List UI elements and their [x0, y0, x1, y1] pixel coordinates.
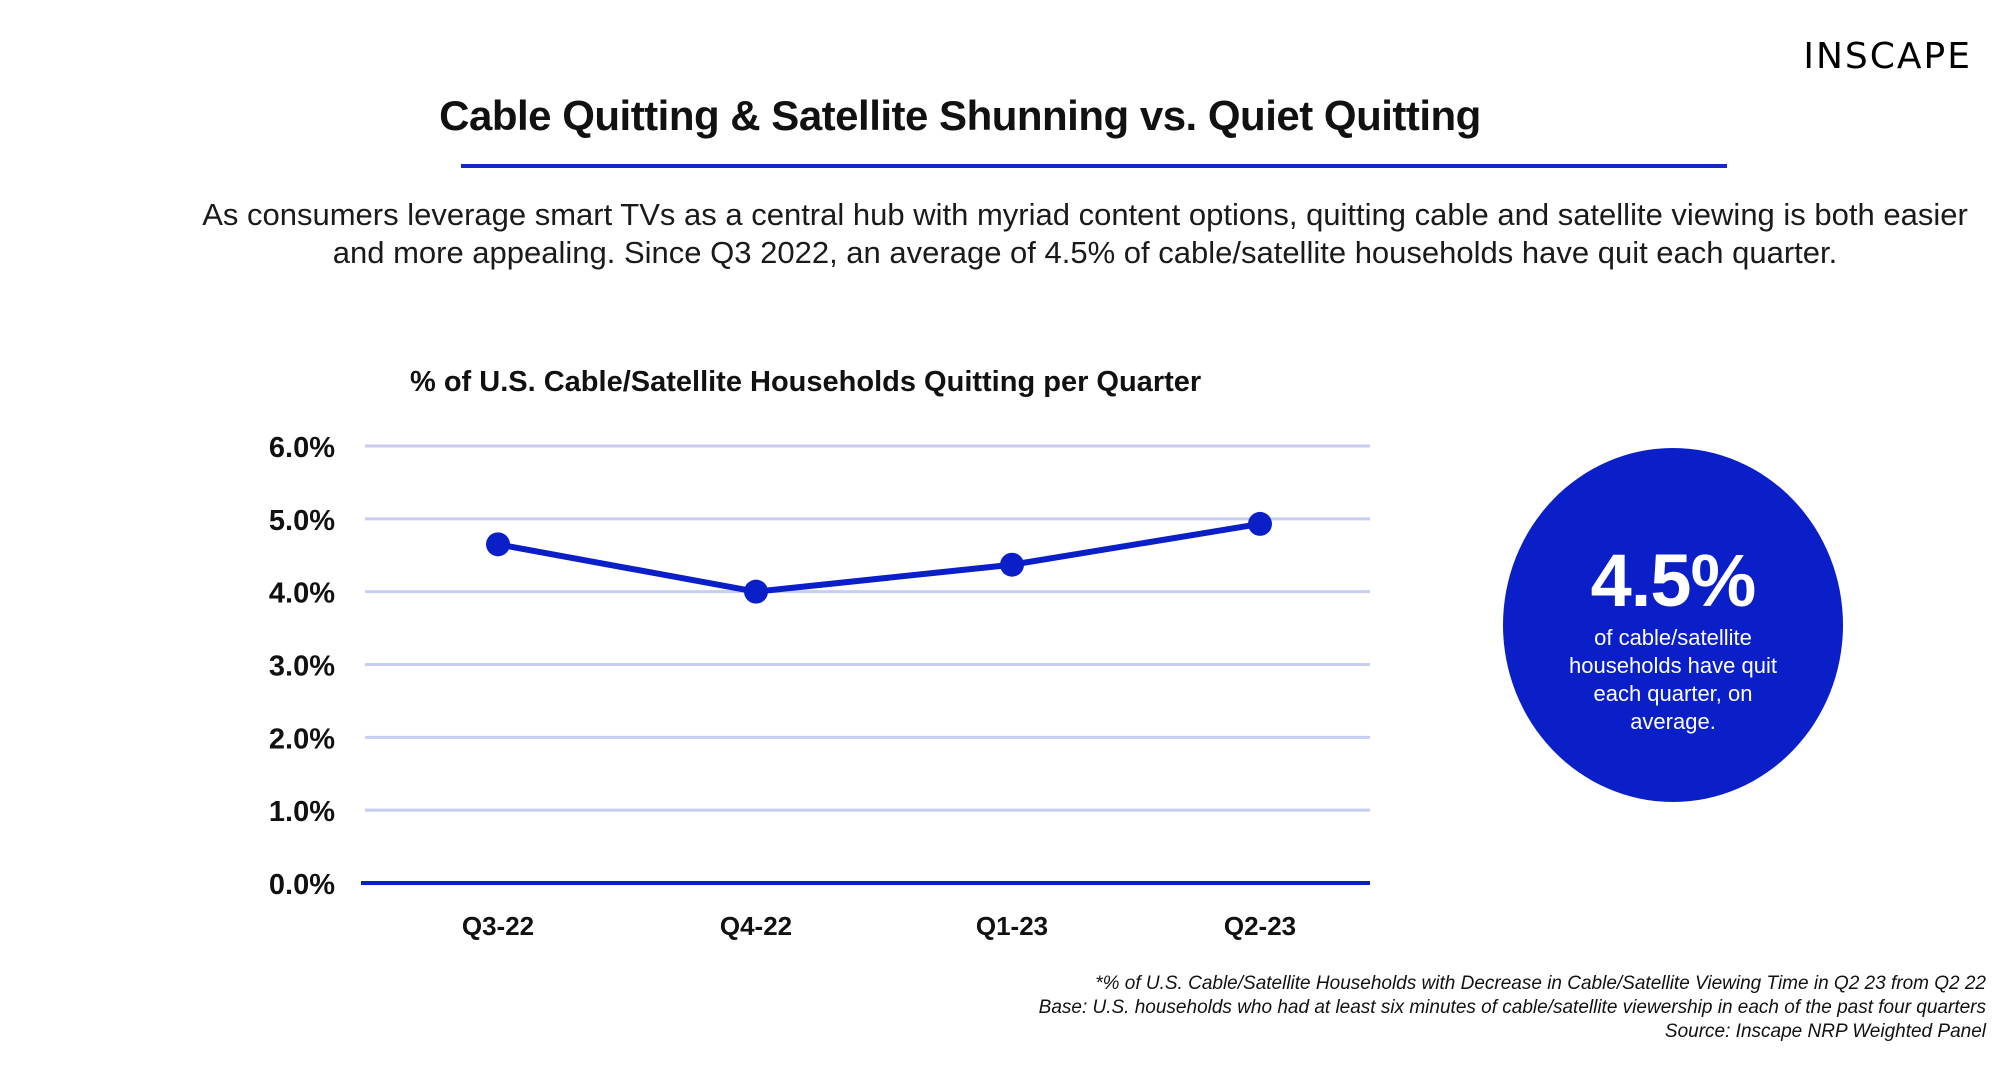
y-tick-label: 1.0% [269, 796, 335, 828]
page-title: Cable Quitting & Satellite Shunning vs. … [439, 92, 1481, 139]
series-line [497, 520, 1261, 595]
y-tick-label: 0.0% [269, 869, 335, 901]
x-tick-label: Q1-23 [976, 911, 1048, 941]
data-point [486, 532, 510, 557]
y-tick-label: 6.0% [269, 432, 335, 464]
callout-value: 4.5% [1590, 539, 1757, 622]
x-tick-label: Q4-22 [720, 911, 792, 941]
data-point [1248, 511, 1272, 536]
y-tick-label: 5.0% [269, 505, 335, 537]
footnote-definition: *% of U.S. Cable/Satellite Households wi… [1095, 973, 1986, 994]
footnote-base: Base: U.S. households who had at least s… [1038, 997, 1986, 1018]
data-point [744, 579, 768, 604]
chart-title: % of U.S. Cable/Satellite Households Qui… [410, 366, 1202, 398]
inscape-logo: INSCAPE [1803, 36, 1972, 77]
line-chart: 0.0% 1.0% 2.0% 3.0% 4.0% 5.0% 6.0% Q3-22 Q4-22 Q1… [269, 432, 1370, 941]
average-callout: 4.5% of cable/satellite households have … [1503, 448, 1843, 802]
x-tick-label: Q3-22 [462, 911, 534, 941]
x-tick-label: Q2-23 [1224, 911, 1296, 941]
intro-paragraph: As consumers leverage smart TVs as a cen… [202, 197, 1968, 270]
y-tick-label: 2.0% [269, 723, 335, 755]
footnotes: *% of U.S. Cable/Satellite Households wi… [1039, 972, 1986, 1044]
y-tick-label: 4.0% [269, 578, 335, 610]
callout-text: of cable/satellite households have quit … [1569, 625, 1777, 734]
data-point [1000, 552, 1024, 577]
y-tick-label: 3.0% [269, 651, 335, 683]
title-divider [461, 164, 1727, 168]
footnote-source: Source: Inscape NRP Weighted Panel [1664, 1021, 1986, 1042]
